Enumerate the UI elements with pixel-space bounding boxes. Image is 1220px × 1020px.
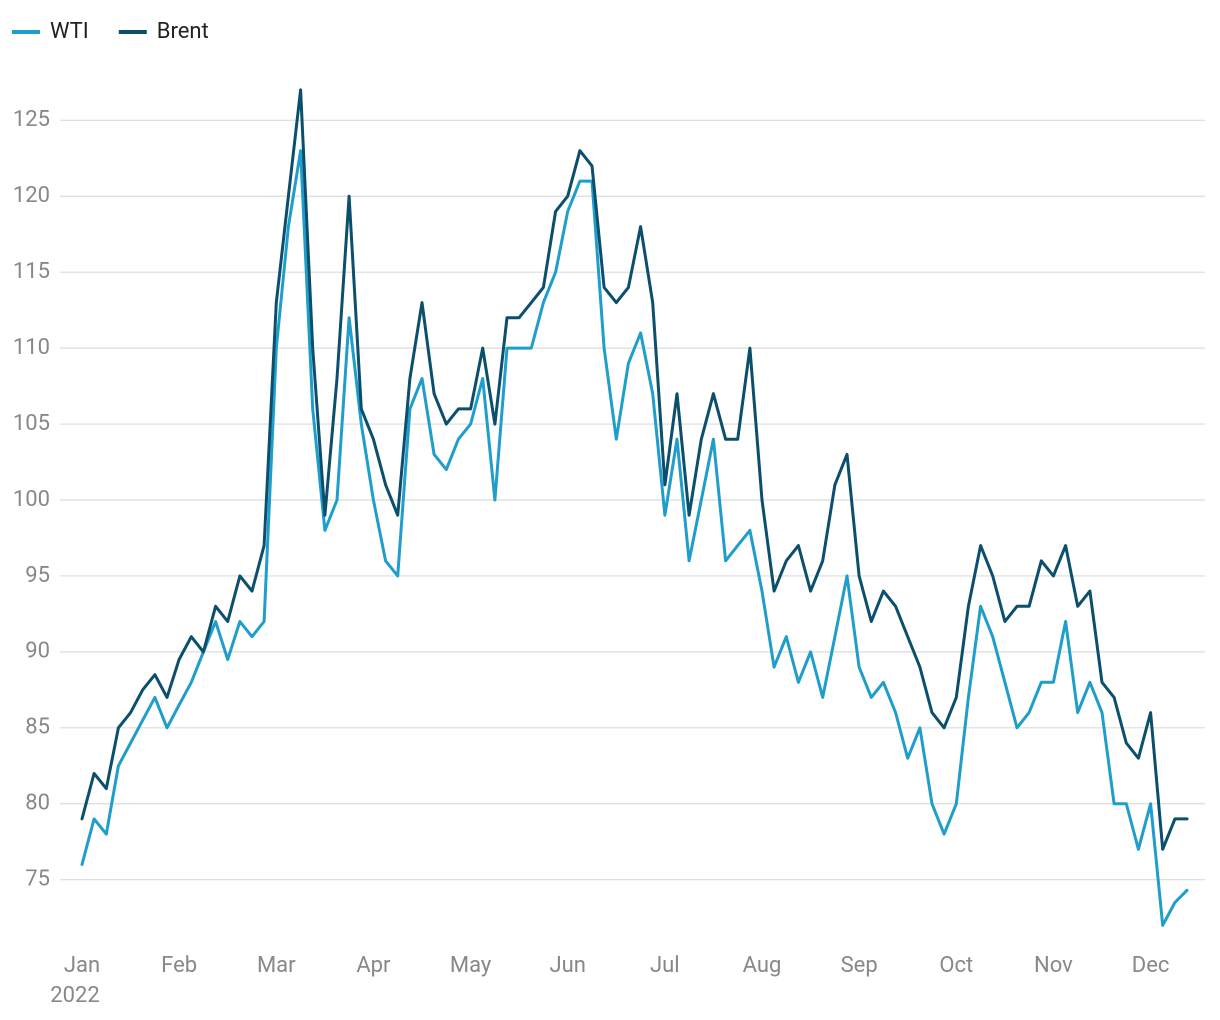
legend-label: Brent <box>157 19 209 44</box>
y-tick-label: 80 <box>25 791 50 816</box>
x-year-label: 2022 <box>50 983 99 1008</box>
x-tick-label: Sep <box>841 953 878 978</box>
x-tick-label: Oct <box>939 953 973 978</box>
x-tick-label: Jan <box>64 953 100 978</box>
y-tick-label: 75 <box>25 867 50 892</box>
y-tick-label: 110 <box>13 335 50 360</box>
x-tick-label: Nov <box>1034 953 1073 978</box>
x-tick-label: Mar <box>257 953 296 978</box>
y-tick-label: 85 <box>25 715 50 740</box>
y-tick-label: 105 <box>13 411 50 436</box>
x-tick-label: Jul <box>650 953 680 978</box>
legend-label: WTI <box>50 19 89 44</box>
y-tick-label: 125 <box>13 107 50 132</box>
y-tick-label: 120 <box>13 183 50 208</box>
y-tick-label: 90 <box>25 639 50 664</box>
y-tick-label: 95 <box>25 563 50 588</box>
line-series <box>80 88 1189 851</box>
x-tick-label: Apr <box>356 953 391 978</box>
x-tick-label: Jun <box>550 953 586 978</box>
x-tick-label: May <box>450 953 492 978</box>
x-tick-label: Feb <box>161 953 197 978</box>
y-tick-label: 100 <box>13 487 50 512</box>
line-series <box>80 149 1189 927</box>
x-tick-label: Aug <box>743 953 782 978</box>
y-tick-label: 115 <box>13 259 50 284</box>
x-tick-label: Dec <box>1132 953 1170 978</box>
